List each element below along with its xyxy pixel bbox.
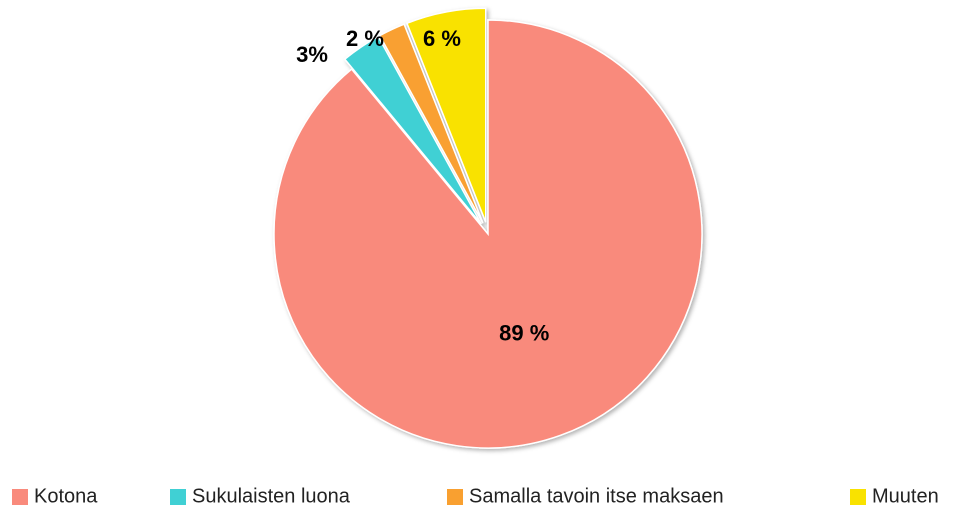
- legend-swatch: [12, 489, 28, 505]
- pie-slice: [378, 23, 484, 224]
- pie-slice: [343, 35, 482, 225]
- data-label: 3%: [296, 42, 328, 67]
- legend-label: Kotona: [34, 485, 98, 507]
- legend-label: Muuten: [872, 485, 939, 507]
- data-label: 89 %: [499, 320, 549, 345]
- legend-swatch: [850, 489, 866, 505]
- data-label: 2 %: [346, 26, 384, 51]
- legend-swatch: [170, 489, 186, 505]
- legend-swatch: [447, 489, 463, 505]
- legend-label: Sukulaisten luona: [192, 485, 351, 507]
- pie-slice: [273, 19, 703, 449]
- pie-slice: [405, 7, 487, 223]
- data-label: 6 %: [423, 26, 461, 51]
- legend-label: Samalla tavoin itse maksaen: [469, 485, 724, 507]
- pie: [273, 7, 703, 449]
